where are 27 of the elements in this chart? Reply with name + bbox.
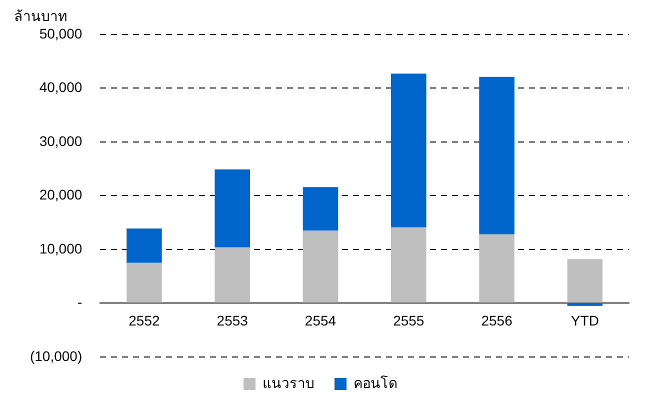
y-tick-label: (10,000) xyxy=(30,348,82,364)
x-tick-label: 2553 xyxy=(216,312,248,328)
bar xyxy=(479,234,514,303)
y-axis-title: ล้านบาท xyxy=(14,8,67,24)
legend-label: แนวราบ xyxy=(262,374,314,391)
x-tick-label: 2556 xyxy=(481,312,513,328)
x-tick-label: 2552 xyxy=(128,312,160,328)
bar xyxy=(126,228,162,263)
y-tick-label: 30,000 xyxy=(39,132,82,149)
bar xyxy=(391,74,426,228)
bar xyxy=(214,169,250,248)
bar xyxy=(126,262,162,303)
x-tick-label: 2554 xyxy=(304,312,336,328)
bar xyxy=(391,227,426,303)
bar xyxy=(214,247,250,303)
y-tick-label: 50,000 xyxy=(39,25,82,42)
legend-label: คอนโด xyxy=(354,374,398,391)
x-tick-label: YTD xyxy=(570,312,599,328)
y-tick-label: 40,000 xyxy=(39,79,82,96)
y-tick-label: - xyxy=(77,294,82,310)
x-tick-label: 2555 xyxy=(393,312,424,328)
y-tick-label: 20,000 xyxy=(39,186,82,203)
bar xyxy=(302,187,338,231)
bar xyxy=(302,230,338,303)
bar xyxy=(567,259,603,303)
y-tick-label: 10,000 xyxy=(39,240,82,256)
bar xyxy=(479,76,514,234)
